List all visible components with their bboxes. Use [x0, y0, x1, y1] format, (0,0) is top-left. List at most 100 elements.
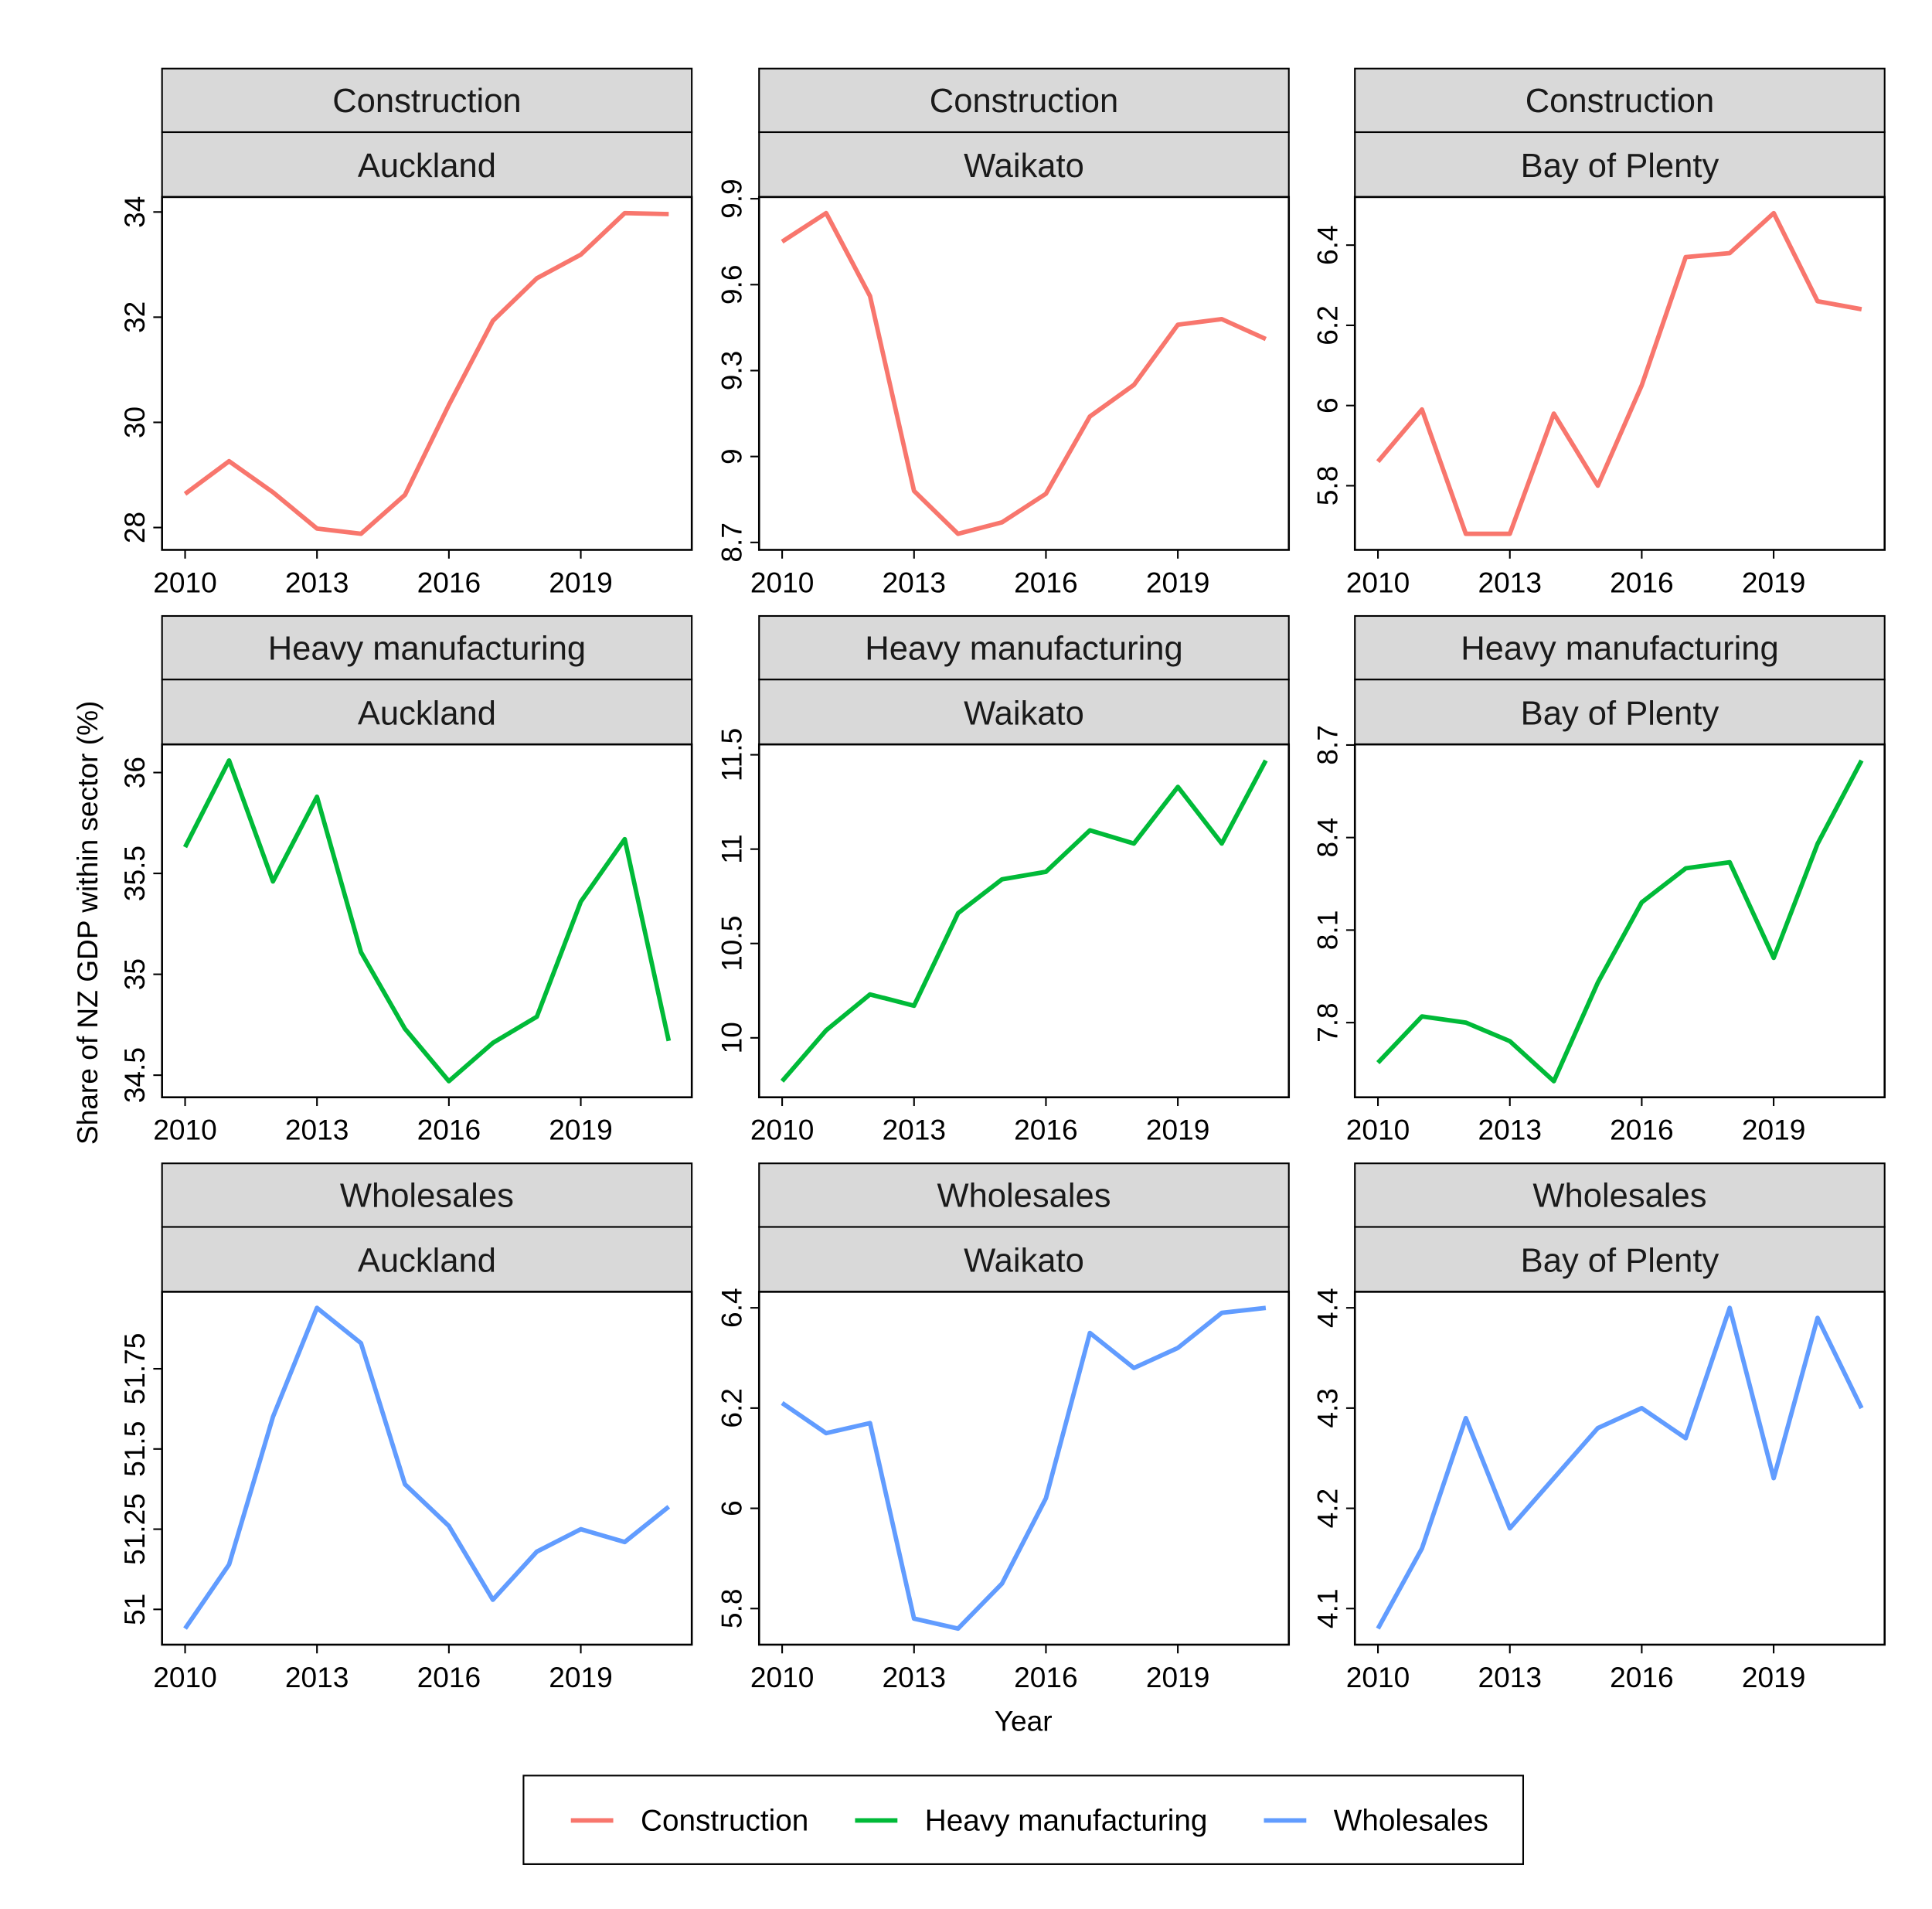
facet-strip-sector-label: Heavy manufacturing — [865, 630, 1182, 667]
y-tick-label: 11.5 — [716, 728, 748, 781]
y-tick-label: 7.8 — [1311, 1002, 1344, 1043]
y-tick-label: 8.7 — [716, 522, 748, 563]
x-tick-label: 2010 — [1346, 1114, 1410, 1146]
x-tick-label: 2013 — [1478, 1114, 1542, 1146]
x-tick-label: 2019 — [549, 566, 613, 598]
facet-strip-sector-label: Construction — [332, 83, 521, 120]
facet-strip-region-label: Waikato — [964, 1243, 1084, 1280]
y-tick-label: 30 — [118, 407, 151, 438]
x-axis-label: Year — [995, 1704, 1053, 1737]
plot-frame — [1353, 743, 1886, 1099]
facet-strip-sector — [758, 614, 1290, 681]
x-tick-label: 2016 — [1610, 566, 1674, 598]
facet-strip-sector — [1354, 67, 1886, 134]
y-tick-label: 4.4 — [1311, 1288, 1344, 1328]
x-tick-label: 2019 — [1742, 566, 1806, 598]
y-tick-label: 5.8 — [716, 1588, 748, 1628]
series-line-construction — [781, 210, 1267, 536]
facet-strip-region — [758, 1226, 1290, 1293]
series-line-heavy-manufacturing — [182, 758, 672, 1084]
y-tick-label: 6 — [716, 1500, 748, 1516]
y-tick-label: 36 — [118, 757, 151, 788]
facet-strip-region — [1354, 679, 1886, 746]
y-tick-label: 5.8 — [1311, 466, 1344, 506]
series-line-wholesales — [183, 1305, 671, 1630]
facet-strip-region-label: Waikato — [964, 695, 1084, 732]
y-tick-label: 6.2 — [716, 1388, 748, 1428]
facet-strip-region — [161, 679, 693, 746]
facet-strip-sector-label: Heavy manufacturing — [1461, 630, 1778, 667]
y-tick-label: 9 — [716, 448, 748, 464]
facet-strip-region-label: Auckland — [358, 695, 496, 732]
x-tick-label: 2013 — [285, 1114, 349, 1146]
legend-box — [522, 1775, 1525, 1865]
facet-strip-sector-label: Construction — [1526, 83, 1714, 120]
series-line-heavy-manufacturing — [780, 759, 1268, 1083]
y-tick-label: 32 — [118, 301, 151, 333]
facet-strip-region-label: Bay of Plenty — [1521, 695, 1719, 732]
y-tick-label: 11 — [716, 834, 748, 864]
y-tick-label: 4.2 — [1311, 1489, 1344, 1529]
facet-panel: Construction Bay of Plenty 5.8 6 6.2 6.4 2010 2… — [1311, 67, 1886, 598]
x-tick-label: 2016 — [1610, 1114, 1674, 1146]
facet-strip-region — [758, 131, 1290, 198]
x-tick-label: 2013 — [1478, 566, 1542, 598]
plot-frame — [757, 1291, 1291, 1646]
series-line-heavy-manufacturing — [1376, 759, 1864, 1084]
plot-frame — [161, 196, 693, 551]
x-tick-label: 2013 — [285, 1661, 349, 1693]
plot-frame — [757, 743, 1291, 1099]
series-line-construction — [1376, 210, 1862, 536]
legend: Construction Heavy manufacturing Wholesale… — [522, 1775, 1525, 1865]
facet-strip-sector — [1354, 614, 1886, 681]
facet-panel: Wholesales Bay of Plenty 4.1 4.2 4.3 4.4 2010 2… — [1311, 1162, 1886, 1693]
facet-panel: Heavy manufacturing Auckland 34.5 35 35.5 36 2… — [118, 614, 693, 1146]
facet-strip-sector-label: Heavy manufacturing — [268, 630, 586, 667]
x-tick-label: 2010 — [750, 566, 815, 598]
y-tick-label: 28 — [118, 512, 151, 543]
x-tick-label: 2016 — [1610, 1661, 1674, 1693]
facet-panel: Wholesales Auckland 51 51.25 51.5 51.75 2010 20… — [118, 1162, 693, 1693]
x-tick-label: 2010 — [153, 566, 217, 598]
x-tick-label: 2013 — [883, 1661, 947, 1693]
facet-panel: Wholesales Waikato 5.8 6 6.2 6.4 2010 2013 2016 2… — [716, 1162, 1291, 1693]
plot-frame — [1353, 1291, 1886, 1646]
y-tick-label: 9.3 — [716, 351, 748, 391]
facet-strip-region — [758, 679, 1290, 746]
y-tick-label: 51.75 — [118, 1333, 151, 1405]
x-tick-label: 2016 — [417, 1661, 481, 1693]
x-tick-label: 2019 — [1742, 1114, 1806, 1146]
facet-strip-region-label: Auckland — [358, 1243, 496, 1280]
facet-strip-region-label: Bay of Plenty — [1521, 148, 1719, 185]
y-tick-label: 9.9 — [716, 179, 748, 219]
x-tick-label: 2019 — [549, 1114, 613, 1146]
facet-strip-sector-label: Wholesales — [340, 1178, 514, 1215]
x-tick-label: 2013 — [285, 566, 349, 598]
legend-label: Construction — [641, 1804, 808, 1837]
facet-strip-sector-label: Wholesales — [1532, 1178, 1706, 1215]
legend-label: Heavy manufacturing — [925, 1804, 1208, 1837]
facet-strip-sector — [758, 67, 1290, 134]
y-tick-label: 34 — [118, 196, 151, 228]
facet-strip-region — [1354, 131, 1886, 198]
x-tick-label: 2010 — [750, 1661, 815, 1693]
x-tick-label: 2016 — [417, 566, 481, 598]
series-line-construction — [183, 210, 669, 536]
plot-frame — [1353, 196, 1886, 551]
y-tick-label: 8.7 — [1311, 725, 1344, 765]
y-tick-label: 51 — [118, 1594, 151, 1625]
facet-strip-sector-label: Wholesales — [937, 1178, 1111, 1215]
y-tick-label: 6.2 — [1311, 305, 1344, 345]
legend-label: Wholesales — [1334, 1804, 1488, 1837]
facet-panel: Construction Auckland 28 30 32 34 2010 2013 2016… — [118, 67, 693, 598]
y-tick-label: 6.4 — [716, 1288, 748, 1328]
facet-strip-region — [1354, 1226, 1886, 1293]
y-tick-label: 51.5 — [118, 1421, 151, 1477]
x-tick-label: 2013 — [1478, 1661, 1542, 1693]
y-tick-label: 10.5 — [716, 916, 748, 972]
facet-strip-sector-label: Construction — [930, 83, 1118, 120]
x-tick-label: 2019 — [1146, 566, 1210, 598]
facet-strip-region — [161, 1226, 693, 1293]
facet-strip-region-label: Waikato — [964, 148, 1084, 185]
